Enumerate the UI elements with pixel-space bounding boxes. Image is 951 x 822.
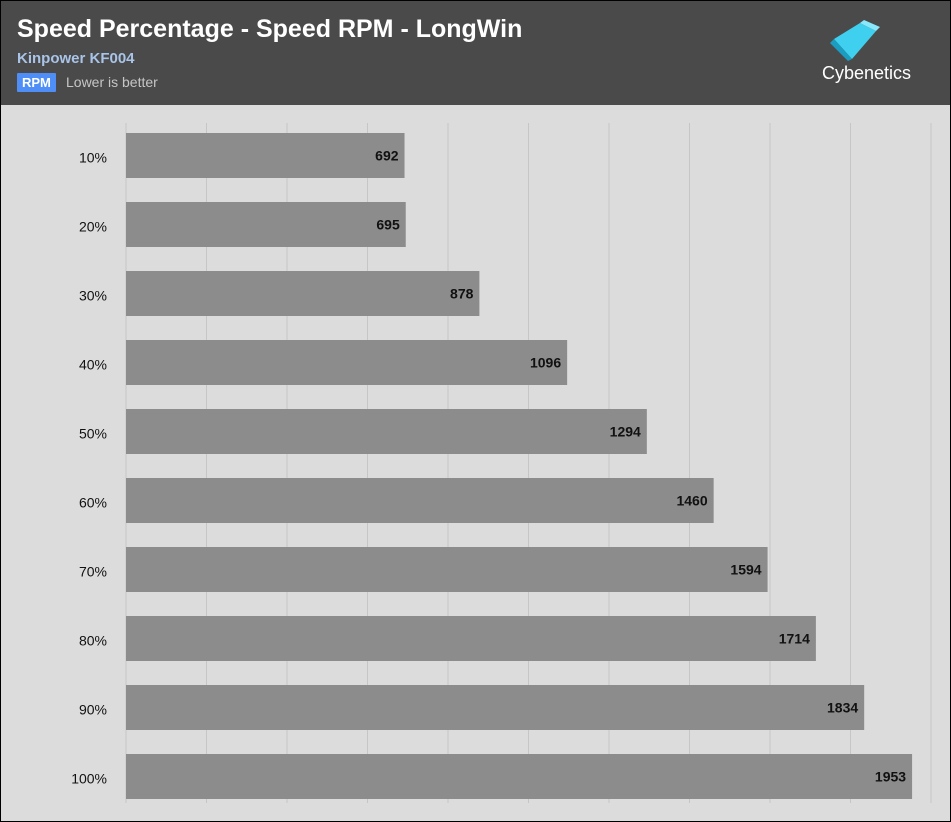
bar-40pct (126, 340, 568, 385)
bar-value-label: 1953 (875, 769, 906, 785)
bar-70pct (126, 547, 768, 592)
category-tick-label: 10% (79, 150, 107, 166)
bar-90pct (126, 685, 865, 730)
bar-value-label: 1834 (827, 700, 858, 716)
bar-value-label: 692 (375, 148, 399, 164)
bar-value-label: 1460 (676, 493, 707, 509)
category-tick-label: 50% (79, 426, 107, 442)
category-tick-label: 70% (79, 564, 107, 580)
chart-title: Speed Percentage - Speed RPM - LongWin (17, 15, 523, 43)
category-tick-label: 100% (71, 771, 107, 787)
bar-30pct (126, 271, 480, 316)
category-tick-label: 20% (79, 219, 107, 235)
category-tick-label: 80% (79, 633, 107, 649)
category-tick-label: 60% (79, 495, 107, 511)
category-tick-label: 30% (79, 288, 107, 304)
cybenetics-logo-icon (830, 20, 880, 61)
bar-100pct (126, 754, 913, 799)
bar-value-label: 695 (376, 217, 400, 233)
chart-header: Speed Percentage - Speed RPM - LongWin K… (1, 1, 950, 105)
bar-60pct (126, 478, 714, 523)
bar-chart-plot: 692 10% 695 20% 878 30% 1096 40% 1294 50% 1460 60% 1… (71, 123, 932, 803)
bar-value-label: 878 (450, 286, 474, 302)
bar-80pct (126, 616, 816, 661)
bar-50pct (126, 409, 647, 454)
bar-value-label: 1096 (530, 355, 561, 371)
bar-value-label: 1714 (779, 631, 810, 647)
bar-10pct (126, 133, 405, 178)
bar-value-label: 1594 (730, 562, 761, 578)
chart-subtitle: Kinpower KF004 (17, 50, 135, 67)
logo-text: Cybenetics (822, 63, 912, 83)
cybenetics-logo: Cybenetics (816, 17, 926, 87)
bar-20pct (126, 202, 406, 247)
lower-is-better-note: Lower is better (66, 74, 158, 90)
unit-badge: RPM (17, 73, 56, 92)
category-tick-label: 90% (79, 702, 107, 718)
bar-value-label: 1294 (610, 424, 641, 440)
category-tick-label: 40% (79, 357, 107, 373)
